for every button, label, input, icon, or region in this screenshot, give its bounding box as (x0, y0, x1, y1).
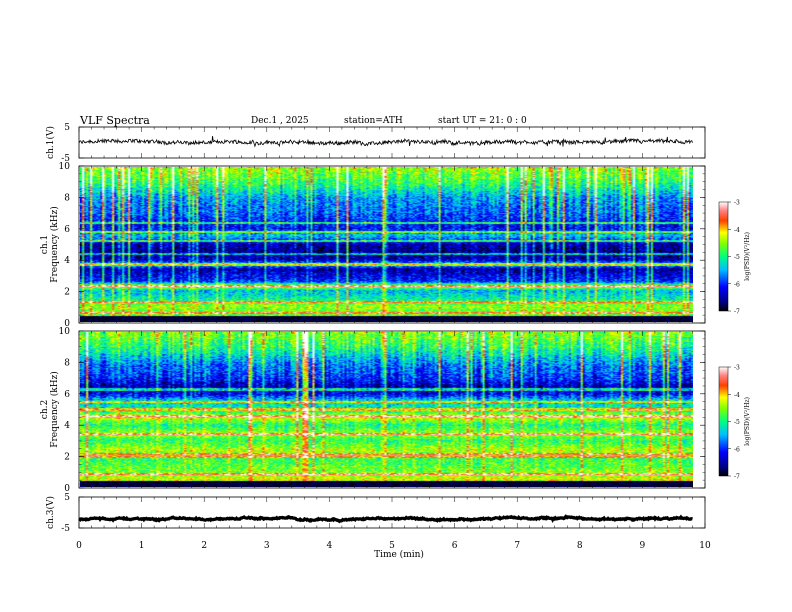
ch2-spectrogram-image (80, 332, 693, 487)
colorbar-tick-label: -5 (734, 419, 740, 426)
ch1-spectrogram-ytick-label: 10 (59, 162, 71, 172)
ch1-waveform-ytick-label: 5 (64, 123, 70, 133)
colorbar-tick-label: -7 (734, 474, 740, 481)
x-tick-label: 3 (264, 541, 270, 551)
colorbar-tick-label: -6 (734, 281, 740, 288)
x-tick-label: 8 (577, 541, 583, 551)
x-tick-label: 10 (699, 541, 711, 551)
ch2-colorbar: -3 -4 -5 -6 -7 log(PSD)(V²/Hz) (718, 365, 751, 481)
ch2-spectrogram-ylabel-1: ch.2 (40, 400, 50, 419)
ch2-spectrogram-ytick-label: 6 (64, 390, 70, 400)
colorbar-tick-label: -5 (734, 254, 740, 261)
date-label: Dec.1 , 2025 (251, 116, 309, 126)
ch3-waveform-trace (78, 514, 693, 524)
colorbar-tick-label: -4 (734, 227, 740, 234)
ch1-waveform-ylabel: ch.1(V) (45, 126, 56, 159)
colorbar-tick-label: -3 (734, 200, 740, 207)
colorbar-tick-label: -4 (734, 392, 740, 399)
start-time-label: start UT = 21: 0 : 0 (438, 116, 527, 126)
ch1-spectrogram-ytick-label: 0 (64, 319, 70, 329)
station-label: station=ATH (344, 116, 403, 126)
ch1-colorbar-scale (718, 201, 729, 312)
ch1-spectrogram-ytick-label: 2 (64, 288, 70, 298)
ch2-spectrogram-ytick-label: 10 (59, 327, 71, 337)
x-axis-label: Time (min) (374, 549, 424, 560)
ch3-waveform-ytick-label: -5 (61, 524, 70, 534)
colorbar-tick-label: -6 (734, 446, 740, 453)
x-tick-label: 7 (514, 541, 520, 551)
ch1-spectrogram-ytick-label: 8 (64, 193, 70, 203)
chart-title: VLF Spectra (79, 114, 150, 127)
ch1-spectrogram-ytick-label: 6 (64, 225, 70, 235)
x-tick-label: 1 (139, 541, 145, 551)
colorbar-tick-label: -7 (734, 309, 740, 316)
ch3-waveform-ytick-label: 5 (64, 493, 70, 503)
colorbar-label: log(PSD)(V²/Hz) (744, 232, 751, 281)
ch1-spectrogram-ylabel-1: ch.1 (40, 235, 50, 254)
x-tick-label: 5 (389, 541, 395, 551)
ch2-spectrogram-ytick-label: 2 (64, 453, 70, 463)
ch1-spectrogram-ylabel-2: Frequency (kHz) (49, 206, 60, 283)
ch1-colorbar: -3 -4 -5 -6 -7 log(PSD)(V²/Hz) (718, 200, 751, 316)
x-tick-label: 2 (201, 541, 207, 551)
ch3-waveform-ylabel: ch.3(V) (45, 496, 56, 529)
ch1-spectrogram-image (80, 167, 693, 322)
ch1-waveform-trace (78, 136, 693, 148)
colorbar-label: log(PSD)(V²/Hz) (744, 397, 751, 446)
x-tick-label: 4 (327, 541, 333, 551)
ch1-waveform-ytick-label: -5 (61, 154, 70, 164)
ch2-spectrogram-ytick-label: 4 (64, 421, 70, 431)
ch2-spectrogram-ytick-label: 8 (64, 358, 70, 368)
colorbar-tick-label: -3 (734, 365, 740, 372)
ch2-spectrogram-ytick-label: 0 (64, 484, 70, 494)
ch2-spectrogram-ylabel-2: Frequency (kHz) (49, 371, 60, 448)
x-tick-label: 6 (452, 541, 458, 551)
ch2-colorbar-scale (718, 366, 729, 477)
ch1-spectrogram-ytick-label: 4 (64, 256, 70, 266)
x-tick-label: 0 (76, 541, 82, 551)
x-tick-label: 9 (640, 541, 646, 551)
